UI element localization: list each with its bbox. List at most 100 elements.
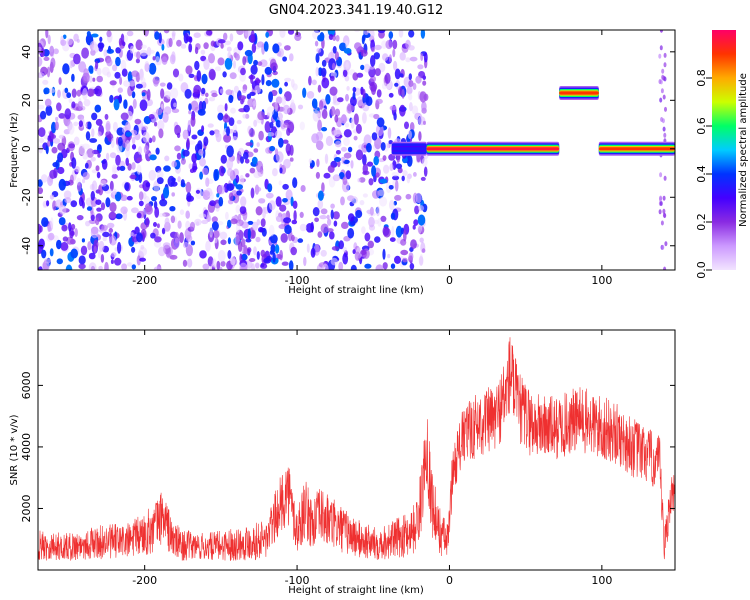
spectrogram-cell: [205, 240, 211, 252]
spectrogram-cell: [98, 240, 105, 252]
spectrogram-cell: [89, 75, 93, 83]
spectrogram-cell: [44, 98, 52, 107]
spectrogram-cell: [316, 158, 320, 168]
spectrogram-cell: [343, 47, 352, 54]
spectrogram-cell: [136, 212, 142, 219]
spectrogram-cell: [250, 64, 258, 75]
spectrogram-cell: [391, 225, 395, 238]
spectrogram-cell: [374, 236, 381, 243]
spectrogram-cell: [182, 149, 190, 157]
spectrogram-cell: [275, 130, 282, 139]
spectrogram-cell: [247, 228, 251, 241]
spectrogram-cell: [110, 259, 114, 265]
spectrogram-cell: [102, 231, 110, 238]
spectrogram-cell: [70, 200, 78, 208]
spectrogram-cell: [47, 223, 51, 233]
spectrogram-cell: [260, 218, 266, 228]
spectrogram-cell: [145, 182, 151, 188]
spectrogram-cell: [274, 101, 279, 112]
spectrogram-cell: [274, 148, 279, 156]
spectrogram-cell: [286, 127, 291, 136]
spectrogram-cell: [156, 177, 164, 185]
spectrogram-cell: [138, 146, 142, 155]
spectrogram-cell: [323, 172, 331, 179]
spectrogram-cell: [232, 136, 238, 141]
spectrogram-cell: [303, 256, 307, 267]
spectrogram-cell: [408, 30, 415, 38]
spectrogram-cell: [227, 168, 233, 177]
spectrogram-cell: [321, 182, 325, 193]
spectrogram-cell: [347, 228, 355, 239]
spectrogram-cell: [414, 205, 420, 215]
spectrogram-cell: [246, 93, 252, 100]
spectrogram-cell: [398, 30, 404, 38]
spectrogram-cell: [185, 65, 193, 75]
spectrogram-cell: [240, 67, 246, 76]
spectrogram-cell: [387, 127, 392, 139]
spectrogram-cell: [346, 86, 350, 91]
y-tick-label: 6000: [20, 371, 33, 399]
colorbar-tick-label: 0.4: [695, 165, 708, 183]
spectrogram-cell: [64, 197, 72, 204]
spectrogram-cell: [143, 30, 149, 37]
spectrogram-cell: [224, 57, 233, 70]
spectrogram-cell: [310, 247, 316, 258]
colorbar-ticks: 0.0 0.2 0.4 0.6 0.8: [695, 69, 712, 279]
spectrogram-cell: [188, 163, 193, 170]
spectrogram-cell: [240, 253, 248, 261]
spectrogram-cell: [78, 61, 87, 73]
spectrogram-cell: [284, 81, 288, 87]
spectrogram-cell: [211, 92, 218, 98]
spectrogram-cell: [201, 100, 207, 111]
spectrogram-cell: [376, 117, 385, 128]
spectrogram-cell: [264, 121, 271, 133]
spectrogram-cell: [407, 130, 412, 139]
spectrogram-cell: [153, 180, 160, 193]
spectrogram-cell: [327, 218, 332, 226]
spectrogram-cell: [142, 131, 150, 143]
spectrogram-cell: [118, 37, 123, 46]
snr-x-ticks: -200 -100 0 100: [132, 330, 612, 587]
spectrogram-cell: [321, 127, 328, 132]
spectrogram-cell: [56, 239, 62, 250]
spectrogram-cell: [409, 56, 418, 62]
spectrogram-cell: [145, 217, 150, 228]
spectrogram-cell: [82, 172, 90, 180]
spectrogram-cell: [119, 165, 126, 171]
spectrogram-cell: [299, 223, 307, 232]
spectrogram-cell: [659, 45, 663, 51]
spectrogram-cell: [65, 264, 73, 270]
spectrogram-cell: [245, 142, 253, 147]
spectrogram-cell: [361, 226, 366, 234]
spectrogram-cell: [117, 241, 122, 254]
spectrogram-cell: [88, 65, 94, 73]
spectrogram-cell: [120, 112, 129, 121]
spectrogram-cell: [73, 121, 79, 127]
spectrogram-cell: [228, 94, 234, 104]
spectrogram-cell: [375, 124, 384, 137]
spectrogram-cell: [89, 88, 95, 97]
spectrogram-cell: [400, 249, 409, 256]
spectrogram-cell: [290, 246, 298, 256]
spectrogram-cell: [154, 31, 160, 40]
spectrogram-cell: [201, 87, 206, 95]
spectrogram-band: [598, 147, 675, 151]
spectrogram-cell: [138, 200, 144, 207]
spectrogram-cell: [253, 246, 257, 256]
spectrogram-cell: [379, 178, 388, 184]
spectrogram-cell: [364, 263, 372, 269]
spectrogram-cell: [353, 113, 359, 125]
spectrogram-cell: [143, 145, 149, 155]
spectrogram-cell: [335, 150, 341, 155]
snr-y-ticks: 2000 4000 6000: [20, 371, 675, 522]
spectrogram-cell: [217, 185, 226, 195]
spectrogram-cell: [282, 122, 289, 128]
spectrogram-cell: [232, 124, 238, 134]
spectrogram-cell: [332, 35, 337, 41]
spectrogram-cell: [88, 219, 97, 225]
spectrogram-cell: [219, 165, 225, 177]
spectrogram-cell: [38, 104, 45, 110]
spectrogram-cell: [240, 196, 247, 207]
spectrogram-cell: [202, 263, 210, 270]
spectrogram-cell: [47, 34, 51, 45]
